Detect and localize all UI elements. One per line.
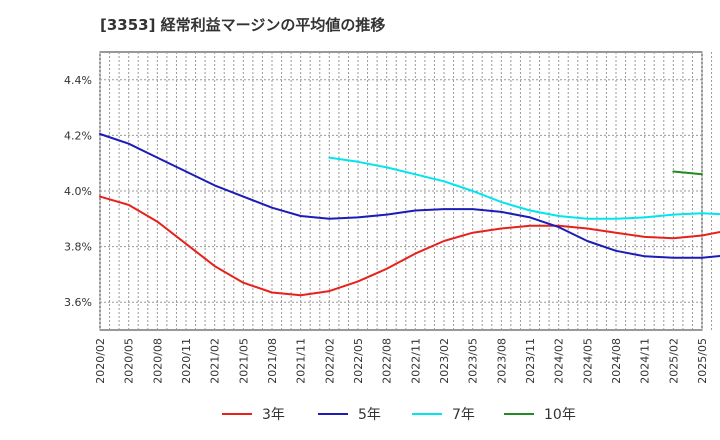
y-tick-label: 4.0% [64,185,92,198]
x-tick-label: 2024/11 [639,338,652,384]
legend-item: 7年 [412,407,475,423]
legend-label: 10年 [544,407,576,423]
chart-title: [3353] 経常利益マージンの平均値の推移 [100,16,385,34]
legend-item: 10年 [504,407,576,423]
x-tick-label: 2023/05 [467,338,480,384]
legend-label: 3年 [262,407,285,423]
legend-label: 5年 [358,407,381,423]
x-tick-label: 2023/02 [438,338,451,384]
x-tick-label: 2023/08 [495,338,508,384]
x-axis-ticks: 2020/02 2020/05 2020/08 2020/11 2021/02 2021/… [94,338,709,384]
y-tick-label: 3.8% [64,241,92,254]
x-tick-label: 2021/02 [209,338,222,384]
x-tick-label: 2021/08 [266,338,279,384]
series-line-5年 [99,133,720,259]
series-line-10年 [672,170,703,176]
x-tick-label: 2020/08 [151,338,164,384]
series-line-3年 [99,195,720,297]
legend: 3年 5年 7年 10年 [222,407,576,423]
x-tick-label: 2022/08 [381,338,394,384]
y-tick-label: 4.4% [64,74,92,87]
x-tick-label: 2023/11 [524,338,537,384]
legend-item: 5年 [318,407,381,423]
x-tick-label: 2020/05 [123,338,136,384]
x-tick-label: 2022/05 [352,338,365,384]
y-tick-label: 4.2% [64,129,92,142]
legend-item: 3年 [222,407,285,423]
x-tick-label: 2020/11 [180,338,193,384]
y-axis-ticks: 3.6% 3.8% 4.0% 4.2% 4.4% [64,74,92,309]
x-tick-label: 2025/02 [667,338,680,384]
x-tick-label: 2025/05 [696,338,709,384]
x-tick-label: 2022/02 [323,338,336,384]
x-tick-label: 2024/02 [553,338,566,384]
legend-label: 7年 [452,407,475,423]
x-tick-label: 2021/05 [237,338,250,384]
x-tick-label: 2021/11 [295,338,308,384]
x-tick-label: 2024/05 [581,338,594,384]
y-tick-label: 3.6% [64,296,92,309]
series-line-7年 [328,156,720,220]
x-tick-label: 2020/02 [94,338,107,384]
x-tick-label: 2022/11 [409,338,422,384]
series-lines [99,133,720,297]
x-tick-label: 2024/08 [610,338,623,384]
